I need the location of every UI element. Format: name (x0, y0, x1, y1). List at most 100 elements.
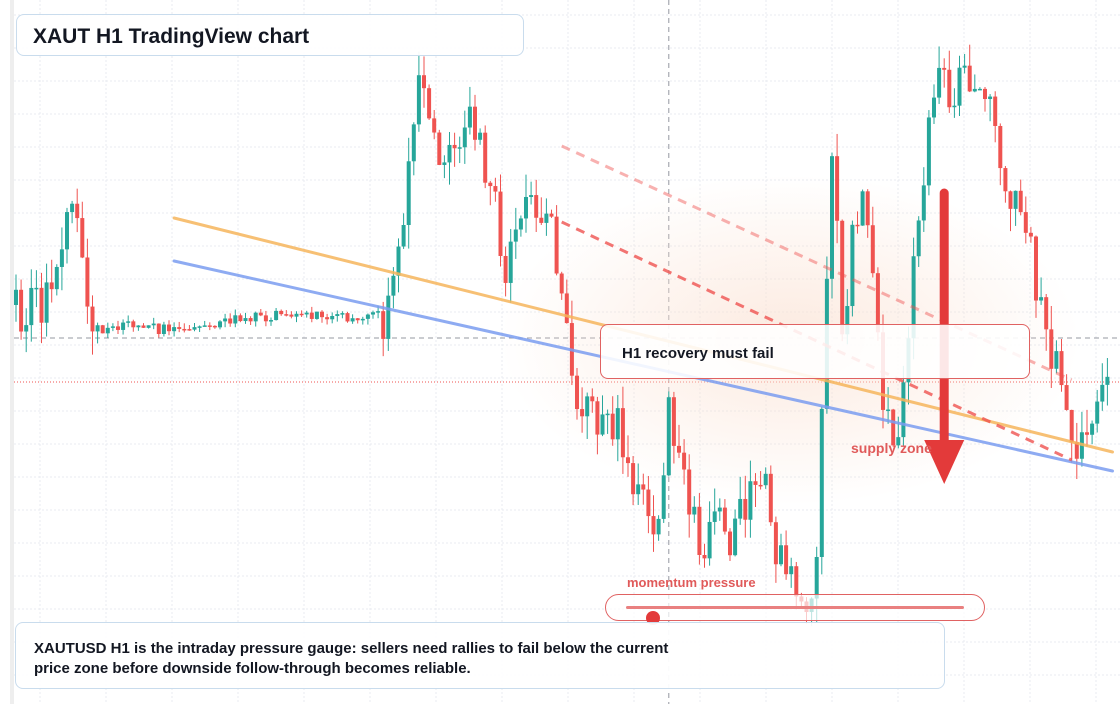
candle-body (564, 293, 569, 324)
candle-body (340, 313, 345, 315)
recovery-callout: H1 recovery must fail (600, 324, 1030, 379)
candle-body (988, 96, 993, 100)
candle-body (248, 318, 253, 322)
analysis-note: XAUTUSD H1 is the intraday pressure gaug… (34, 640, 669, 677)
candle-body (768, 473, 773, 523)
candle-body (870, 225, 875, 274)
candle-body (274, 310, 279, 321)
candle-body (218, 321, 222, 328)
candle-body (493, 186, 498, 192)
candle-body (631, 463, 636, 495)
candle-body (24, 325, 29, 332)
candle-body (595, 401, 600, 435)
candle-body (396, 246, 401, 276)
candle-body (156, 323, 161, 334)
candle-body (702, 554, 707, 559)
candle-body (942, 67, 947, 70)
candle-body (1105, 376, 1110, 385)
supply-zone-label: supply zone (851, 440, 932, 456)
candle-body (462, 127, 467, 148)
candle-body (998, 125, 1003, 169)
candle-body (263, 315, 268, 322)
candle-body (937, 67, 942, 98)
candle-body (80, 218, 85, 258)
candle-body (1064, 385, 1069, 410)
candle-body (335, 314, 340, 317)
candle-body (1059, 351, 1064, 386)
candle-body (620, 408, 625, 458)
candle-body (309, 312, 314, 319)
candle-body (488, 182, 493, 187)
candle-body (1023, 212, 1028, 233)
candle-body (406, 161, 411, 225)
candle-body (1100, 384, 1105, 402)
candle-body (600, 414, 605, 435)
momentum-gauge-track (626, 606, 964, 625)
candle-body (294, 313, 299, 317)
candle-body (921, 185, 926, 221)
candle-body (687, 469, 692, 515)
candle-body (712, 511, 717, 522)
candle-body (1095, 401, 1100, 424)
candle-body (411, 124, 416, 162)
candle-body (814, 556, 819, 599)
candle-body (177, 327, 182, 329)
candle-body (320, 311, 324, 318)
candle-body (855, 224, 860, 227)
candle-body (544, 213, 549, 223)
candle-body (993, 96, 998, 126)
candle-body (503, 255, 508, 283)
candle-body (1003, 168, 1008, 192)
candle-body (121, 322, 126, 330)
candle-body (575, 375, 579, 410)
candle-body (932, 97, 936, 118)
candle-body (911, 256, 916, 339)
candle-body (508, 241, 513, 283)
momentum-gauge-knob[interactable] (646, 611, 661, 625)
candle-body (49, 282, 54, 290)
candle-body (666, 397, 671, 476)
candle-body (422, 75, 426, 89)
candle-body (789, 566, 794, 575)
candle-body (860, 191, 865, 226)
candle-body (763, 473, 768, 486)
candle-body (671, 397, 676, 446)
candle-body (830, 156, 834, 279)
candle-body (75, 203, 80, 219)
candle-body (615, 408, 620, 440)
candle-body (773, 522, 778, 565)
candle-body (977, 88, 982, 91)
candle-body (518, 218, 523, 230)
momentum-gauge[interactable] (605, 594, 985, 625)
candle-body (238, 315, 243, 322)
candle-body (733, 518, 738, 556)
candle-body (284, 314, 289, 316)
candle-body (707, 521, 712, 559)
candle-body (243, 318, 248, 322)
candle-body (661, 475, 666, 519)
candle-body (891, 409, 896, 446)
candle-body (172, 327, 177, 332)
candle-body (29, 287, 34, 326)
candle-body (136, 325, 141, 328)
chart-title-card: XAUT H1 TradingView chart (16, 14, 524, 56)
candle-body (983, 88, 987, 100)
candle-body (539, 217, 544, 223)
candle-body (916, 220, 921, 257)
candle-body (330, 316, 335, 320)
left-edge-bar (10, 0, 14, 704)
candle-body (85, 257, 90, 307)
candle-body (728, 531, 732, 556)
candle-body (105, 327, 110, 334)
candle-body (590, 396, 595, 402)
candle-body (758, 484, 763, 487)
candle-body (100, 325, 105, 334)
candle-body (1049, 329, 1054, 369)
candle-body (692, 506, 697, 515)
candle-body (167, 324, 171, 332)
candle-body (161, 324, 166, 334)
candle-body (534, 195, 539, 218)
candle-body (350, 318, 355, 322)
candle-body (952, 105, 957, 108)
candle-body (819, 408, 824, 557)
